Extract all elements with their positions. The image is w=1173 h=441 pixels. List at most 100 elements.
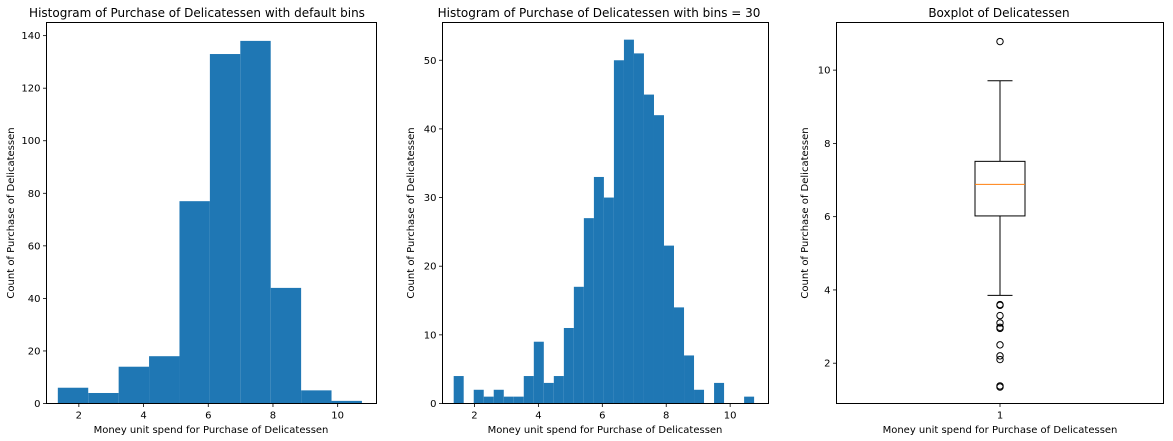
outlier-point bbox=[996, 341, 1004, 349]
y-tick-label: 0 bbox=[34, 399, 40, 410]
y-tick-label: 40 bbox=[424, 124, 437, 135]
chart-2-bar bbox=[583, 218, 594, 404]
outlier-point bbox=[996, 324, 1004, 333]
chart-3-y-ticks: 2 4 6 8 10 bbox=[818, 66, 837, 370]
outlier-point bbox=[996, 355, 1004, 364]
outlier-point bbox=[996, 383, 1004, 391]
chart-2-bar bbox=[473, 389, 484, 404]
chart-1-bar bbox=[149, 356, 180, 404]
chart-3-x-axis-label: Money unit spend for Purchase of Delicat… bbox=[883, 425, 1118, 436]
chart-3-boxplot bbox=[974, 37, 1026, 391]
x-tick-label: 6 bbox=[205, 411, 211, 422]
x-tick-label: 1 bbox=[997, 411, 1003, 422]
x-tick-label: 8 bbox=[663, 411, 669, 422]
chart-1-bars bbox=[57, 40, 362, 404]
y-tick-label: 10 bbox=[818, 66, 831, 77]
chart-2-bar bbox=[623, 39, 634, 404]
chart-1-bar bbox=[179, 201, 210, 404]
chart-2-title: Histogram of Purchase of Delicatessen wi… bbox=[438, 6, 761, 20]
chart-2-bar bbox=[633, 53, 644, 404]
chart-2-bar bbox=[653, 115, 664, 404]
chart-panel-3: Boxplot of Delicatessen 1 2 4 6 8 10 Money u… bbox=[800, 6, 1164, 436]
chart-1-y-axis-label: Count of Purchase of Delicatessen bbox=[6, 127, 17, 298]
chart-2-bar bbox=[573, 286, 584, 404]
chart-2-bar bbox=[553, 376, 564, 404]
x-tick-label: 10 bbox=[724, 411, 737, 422]
chart-2-x-axis-label: Money unit spend for Purchase of Delicat… bbox=[488, 425, 723, 436]
outlier-point bbox=[996, 319, 1004, 327]
chart-2-bar bbox=[714, 382, 725, 404]
chart-2-bar bbox=[663, 245, 674, 404]
y-tick-label: 8 bbox=[824, 139, 830, 150]
chart-3-y-axis-label: Count of Purchase of Delicatessen bbox=[800, 127, 811, 298]
outlier-point bbox=[996, 37, 1004, 46]
y-tick-label: 10 bbox=[424, 330, 437, 341]
iqr-box bbox=[974, 160, 1026, 217]
chart-2-bar bbox=[453, 376, 464, 404]
x-tick-label: 2 bbox=[76, 411, 82, 422]
chart-2-bar bbox=[493, 389, 504, 404]
chart-3-title: Boxplot of Delicatessen bbox=[928, 6, 1069, 20]
chart-2-y-axis-label: Count of Purchase of Delicatessen bbox=[406, 127, 417, 298]
y-tick-label: 50 bbox=[424, 56, 437, 67]
chart-panel-1: Histogram of Purchase of Delicatessen wi… bbox=[6, 6, 377, 436]
outlier-point bbox=[996, 311, 1004, 320]
y-tick-label: 40 bbox=[28, 294, 41, 305]
y-tick-label: 20 bbox=[424, 262, 437, 273]
outlier-point bbox=[996, 301, 1004, 310]
chart-1-x-ticks: 2 4 6 8 10 bbox=[76, 403, 344, 422]
y-tick-label: 20 bbox=[28, 346, 41, 357]
chart-2-bars bbox=[453, 39, 755, 404]
y-tick-label: 6 bbox=[824, 212, 830, 223]
y-tick-label: 4 bbox=[824, 285, 830, 296]
chart-2-bar bbox=[483, 396, 494, 404]
chart-2-bar bbox=[543, 382, 554, 404]
chart-2-bar bbox=[593, 176, 604, 404]
chart-1-bar bbox=[301, 390, 332, 404]
y-tick-label: 100 bbox=[21, 136, 40, 147]
chart-1-bar bbox=[88, 392, 119, 404]
chart-1-bar bbox=[240, 40, 271, 404]
chart-2-bar bbox=[603, 197, 614, 404]
y-tick-label: 120 bbox=[21, 84, 40, 95]
chart-1-y-ticks: 0 20 40 60 80 100 120 140 bbox=[21, 31, 47, 410]
chart-2-bar bbox=[684, 355, 695, 404]
chart-2-bar bbox=[673, 307, 685, 404]
chart-2-bar bbox=[563, 327, 574, 404]
x-tick-label: 10 bbox=[331, 411, 344, 422]
y-tick-label: 30 bbox=[424, 193, 437, 204]
chart-1-bar bbox=[209, 54, 241, 404]
chart-2-bar bbox=[744, 396, 755, 404]
chart-2-bar bbox=[503, 396, 514, 404]
chart-2-bar bbox=[523, 376, 534, 404]
chart-1-bar bbox=[118, 366, 150, 404]
chart-1-bar bbox=[270, 287, 302, 404]
chart-2-y-ticks: 0 10 20 30 40 50 bbox=[424, 56, 443, 410]
x-tick-label: 2 bbox=[471, 411, 477, 422]
y-tick-label: 0 bbox=[430, 399, 436, 410]
chart-3-plot-area bbox=[836, 22, 1164, 404]
y-tick-label: 80 bbox=[28, 189, 41, 200]
chart-2-bar bbox=[513, 396, 524, 404]
chart-1-plot-area bbox=[46, 22, 377, 404]
x-tick-label: 6 bbox=[599, 411, 605, 422]
chart-panel-2: Histogram of Purchase of Delicatessen wi… bbox=[406, 6, 769, 436]
y-tick-label: 60 bbox=[28, 241, 41, 252]
chart-1-title: Histogram of Purchase of Delicatessen wi… bbox=[29, 6, 365, 20]
chart-1-x-axis-label: Money unit spend for Purchase of Delicat… bbox=[94, 425, 329, 436]
chart-2-bar bbox=[533, 341, 544, 404]
x-tick-label: 4 bbox=[535, 411, 541, 422]
chart-2-x-ticks: 2 4 6 8 10 bbox=[471, 403, 737, 422]
x-tick-label: 4 bbox=[140, 411, 146, 422]
chart-2-bar bbox=[643, 94, 654, 404]
chart-3-x-ticks: 1 bbox=[997, 403, 1003, 422]
chart-2-bar bbox=[694, 389, 705, 404]
y-tick-label: 2 bbox=[824, 359, 830, 370]
chart-2-plot-area bbox=[442, 22, 769, 404]
chart-1-bar bbox=[57, 387, 89, 404]
chart-1-bar bbox=[331, 400, 362, 404]
x-tick-label: 8 bbox=[270, 411, 276, 422]
y-tick-label: 140 bbox=[21, 31, 40, 42]
outlier-point bbox=[996, 352, 1004, 360]
chart-2-bar bbox=[613, 60, 624, 404]
